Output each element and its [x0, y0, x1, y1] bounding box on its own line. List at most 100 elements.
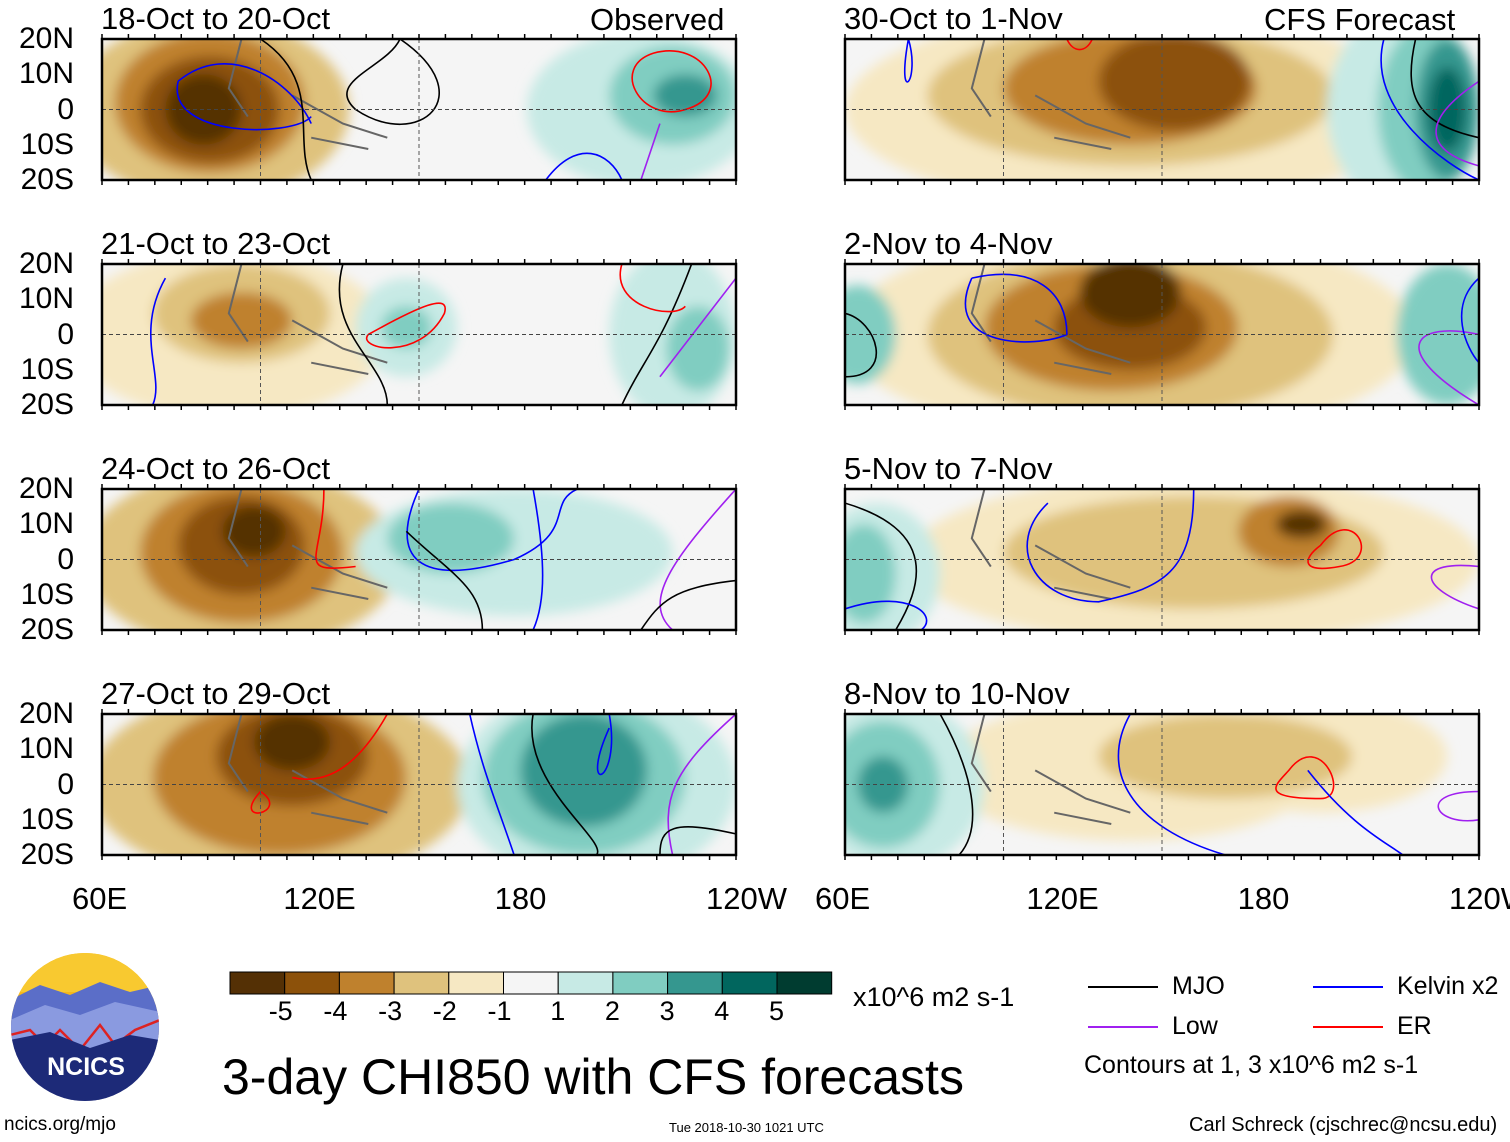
contour-line [1117, 714, 1226, 855]
legend [1088, 986, 1383, 1028]
contour-line [1275, 756, 1335, 800]
contour-line [365, 302, 446, 349]
coastline [227, 264, 388, 375]
contour-note: Contours at 1, 3 x10^6 m2 s-1 [1084, 1051, 1419, 1079]
contour-line [338, 264, 389, 405]
panel-title: 30-Oct to 1-Nov [844, 1, 1063, 36]
lat-label: 10S [20, 802, 74, 836]
contour-line [640, 579, 736, 630]
map-panel [843, 259, 1481, 410]
colorbar-tick: -5 [268, 996, 293, 1026]
anomaly-region [845, 524, 896, 623]
colorbar-swatch [448, 971, 504, 995]
cfs-forecast-label: CFS Forecast [1264, 2, 1456, 37]
contour-line [1435, 80, 1479, 167]
anomaly-region [653, 74, 717, 117]
source-link[interactable]: ncics.org/mjo [4, 1114, 116, 1135]
map-panel [100, 484, 738, 635]
contour-line [667, 714, 736, 855]
contour-line [545, 152, 623, 180]
coastline [970, 489, 1131, 600]
map-panel [843, 709, 1481, 860]
anomaly-region [254, 714, 331, 771]
colorbar-swatch [776, 971, 833, 995]
panel-title: 24-Oct to 26-Oct [101, 451, 331, 486]
panel-title: 5-Nov to 7-Nov [844, 451, 1053, 486]
contour-line [659, 277, 736, 378]
legend-label: Low [1172, 1012, 1218, 1040]
contour-line [405, 530, 484, 630]
timestamp: Tue 2018-10-30 1021 UTC [669, 1120, 824, 1135]
colorbar-swatch [393, 971, 450, 995]
panel-title: 18-Oct to 20-Oct [101, 1, 331, 36]
coastline [970, 264, 1131, 375]
lat-label: 20N [18, 697, 74, 730]
contour-line [621, 264, 693, 405]
contour-line [1437, 790, 1479, 822]
panel-title: 27-Oct to 29-Oct [101, 676, 331, 711]
contour-line [659, 489, 736, 630]
lat-label: 0 [57, 767, 74, 801]
lat-label: 10S [20, 577, 74, 611]
lat-label: 20N [18, 247, 74, 280]
anomaly-region [666, 306, 730, 391]
lat-label: 20S [20, 838, 74, 871]
colorbar-swatch [503, 971, 559, 995]
svg-text:NCICS: NCICS [47, 1053, 125, 1081]
contour-line [406, 489, 578, 572]
map-panel [100, 709, 738, 860]
contour-line [1410, 39, 1479, 139]
anomaly-region [190, 292, 293, 349]
colorbar-swatch [284, 971, 340, 995]
contour-line [845, 502, 918, 630]
contour-line [532, 489, 544, 630]
lon-label: 180 [494, 881, 547, 916]
colorbar-tick: -3 [378, 996, 403, 1026]
contour-line [939, 714, 974, 855]
lon-label: 120W [706, 881, 787, 916]
coastline [970, 714, 1131, 825]
author-credit: Carl Schreck (cjschrec@ncsu.edu) [1189, 1114, 1498, 1136]
contour-line [260, 39, 312, 180]
anomaly-region [1276, 510, 1327, 539]
contour-line [150, 277, 167, 405]
contour-line [1307, 769, 1404, 855]
colorbar-tick: -2 [432, 996, 457, 1026]
lat-label: 10S [20, 127, 74, 161]
map-panel [100, 34, 738, 185]
anomaly-region [845, 285, 896, 384]
panel-title: 2-Nov to 4-Nov [844, 226, 1053, 261]
lat-label: 0 [57, 92, 74, 126]
lat-label: 20S [20, 388, 74, 421]
anomaly-region [1079, 264, 1182, 328]
contour-line [1026, 489, 1195, 603]
contour-line [1418, 330, 1479, 405]
lon-label: 60E [815, 881, 871, 916]
colorbar-swatch [338, 971, 395, 995]
map-panel [100, 259, 738, 410]
colorbar-swatch [612, 971, 669, 995]
contour-line [845, 312, 877, 378]
anomaly-region [1098, 39, 1251, 131]
contour-line [292, 714, 388, 780]
anomaly-region [1396, 264, 1479, 405]
coastline [227, 489, 388, 600]
contour-line [346, 39, 440, 126]
colorbar-tick: 4 [714, 996, 730, 1026]
lon-label: 120E [1026, 881, 1099, 916]
contour-line [531, 714, 599, 855]
lat-label: 20N [18, 22, 74, 55]
colorbar-tick: 1 [550, 996, 566, 1026]
colorbar-tick: 2 [604, 996, 620, 1026]
colorbar-tick: -1 [487, 996, 512, 1026]
lat-label: 20S [20, 163, 74, 196]
contour-line [659, 826, 736, 855]
colorbar-swatch [229, 971, 286, 995]
contour-line [903, 39, 913, 83]
panel-title: 21-Oct to 23-Oct [101, 226, 331, 261]
legend-label: MJO [1172, 972, 1225, 1000]
contour-line [596, 714, 613, 776]
map-panel [843, 34, 1481, 185]
anomaly-region [380, 306, 432, 349]
lon-label: 180 [1237, 881, 1290, 916]
